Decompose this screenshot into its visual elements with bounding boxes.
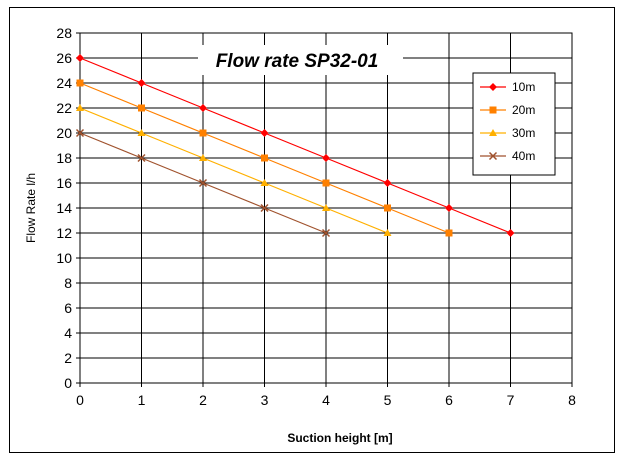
x-tick-label: 2 [199, 392, 207, 408]
data-point [198, 178, 208, 188]
data-point [137, 129, 146, 136]
series-line [79, 107, 388, 234]
data-point [76, 104, 84, 111]
legend-item: 30m [480, 126, 535, 140]
legend-label: 20m [512, 103, 535, 117]
x-tick-label: 8 [568, 392, 576, 408]
y-tick-label: 12 [56, 225, 72, 241]
y-tick-label: 2 [64, 350, 72, 366]
x-tick-label: 1 [138, 392, 146, 408]
series-10m [76, 54, 515, 237]
y-tick-label: 10 [56, 250, 72, 266]
series-lines [75, 54, 515, 238]
y-axis-title: Flow Rate l/h [24, 173, 38, 243]
legend: 10m 20m 30m 40m [472, 72, 556, 176]
legend-marker [488, 151, 498, 161]
title-background [198, 45, 403, 75]
data-point [445, 204, 453, 212]
chart-title: Flow rate SP32-01 [216, 51, 379, 72]
legend-item: 40m [480, 149, 535, 163]
data-point [321, 228, 331, 238]
legend-item: 10m [480, 80, 535, 94]
x-tick-label: 0 [76, 392, 84, 408]
data-point [260, 203, 269, 213]
legend-marker [489, 83, 497, 91]
data-point [199, 104, 207, 112]
x-axis-title: Suction height [m] [287, 431, 392, 445]
data-point [199, 129, 207, 137]
series-40m [75, 128, 331, 238]
y-tick-label: 8 [64, 275, 72, 291]
data-point [322, 179, 330, 187]
data-point [506, 229, 515, 237]
legend-marker [489, 106, 497, 114]
data-point [76, 79, 84, 87]
legend-marker [489, 129, 497, 136]
data-point [199, 154, 207, 161]
data-point [138, 104, 145, 112]
data-point [260, 129, 269, 137]
y-tick-label: 20 [56, 125, 72, 141]
x-axis-ticks: 0 1 2 3 4 5 6 7 8 [76, 383, 576, 408]
data-point [322, 154, 330, 162]
data-point [383, 229, 392, 236]
y-tick-label: 28 [56, 25, 72, 41]
y-tick-label: 26 [56, 50, 72, 66]
data-point [383, 179, 392, 187]
data-point [260, 179, 269, 186]
y-tick-label: 24 [56, 75, 72, 91]
x-tick-label: 4 [322, 392, 330, 408]
series-20m [76, 79, 453, 237]
y-tick-label: 14 [56, 200, 72, 216]
data-point [75, 128, 85, 138]
y-tick-label: 6 [64, 300, 72, 316]
data-point [322, 204, 330, 211]
x-tick-label: 5 [384, 392, 392, 408]
series-line [79, 57, 511, 234]
legend-label: 30m [512, 126, 535, 140]
x-tick-label: 7 [507, 392, 515, 408]
legend-label: 10m [512, 80, 535, 94]
y-tick-label: 18 [56, 150, 72, 166]
x-tick-label: 3 [261, 392, 269, 408]
data-point [384, 204, 391, 212]
data-point [76, 54, 84, 62]
y-tick-label: 0 [64, 375, 72, 391]
y-tick-label: 22 [56, 100, 72, 116]
data-point [445, 229, 453, 237]
y-tick-label: 16 [56, 175, 72, 191]
legend-box [472, 72, 556, 176]
data-point [137, 153, 146, 163]
legend-item: 20m [480, 103, 535, 117]
y-tick-label: 4 [64, 325, 72, 341]
x-tick-label: 6 [445, 392, 453, 408]
data-point [261, 154, 268, 162]
series-30m [76, 104, 392, 236]
data-point [137, 79, 146, 87]
legend-label: 40m [512, 149, 535, 163]
